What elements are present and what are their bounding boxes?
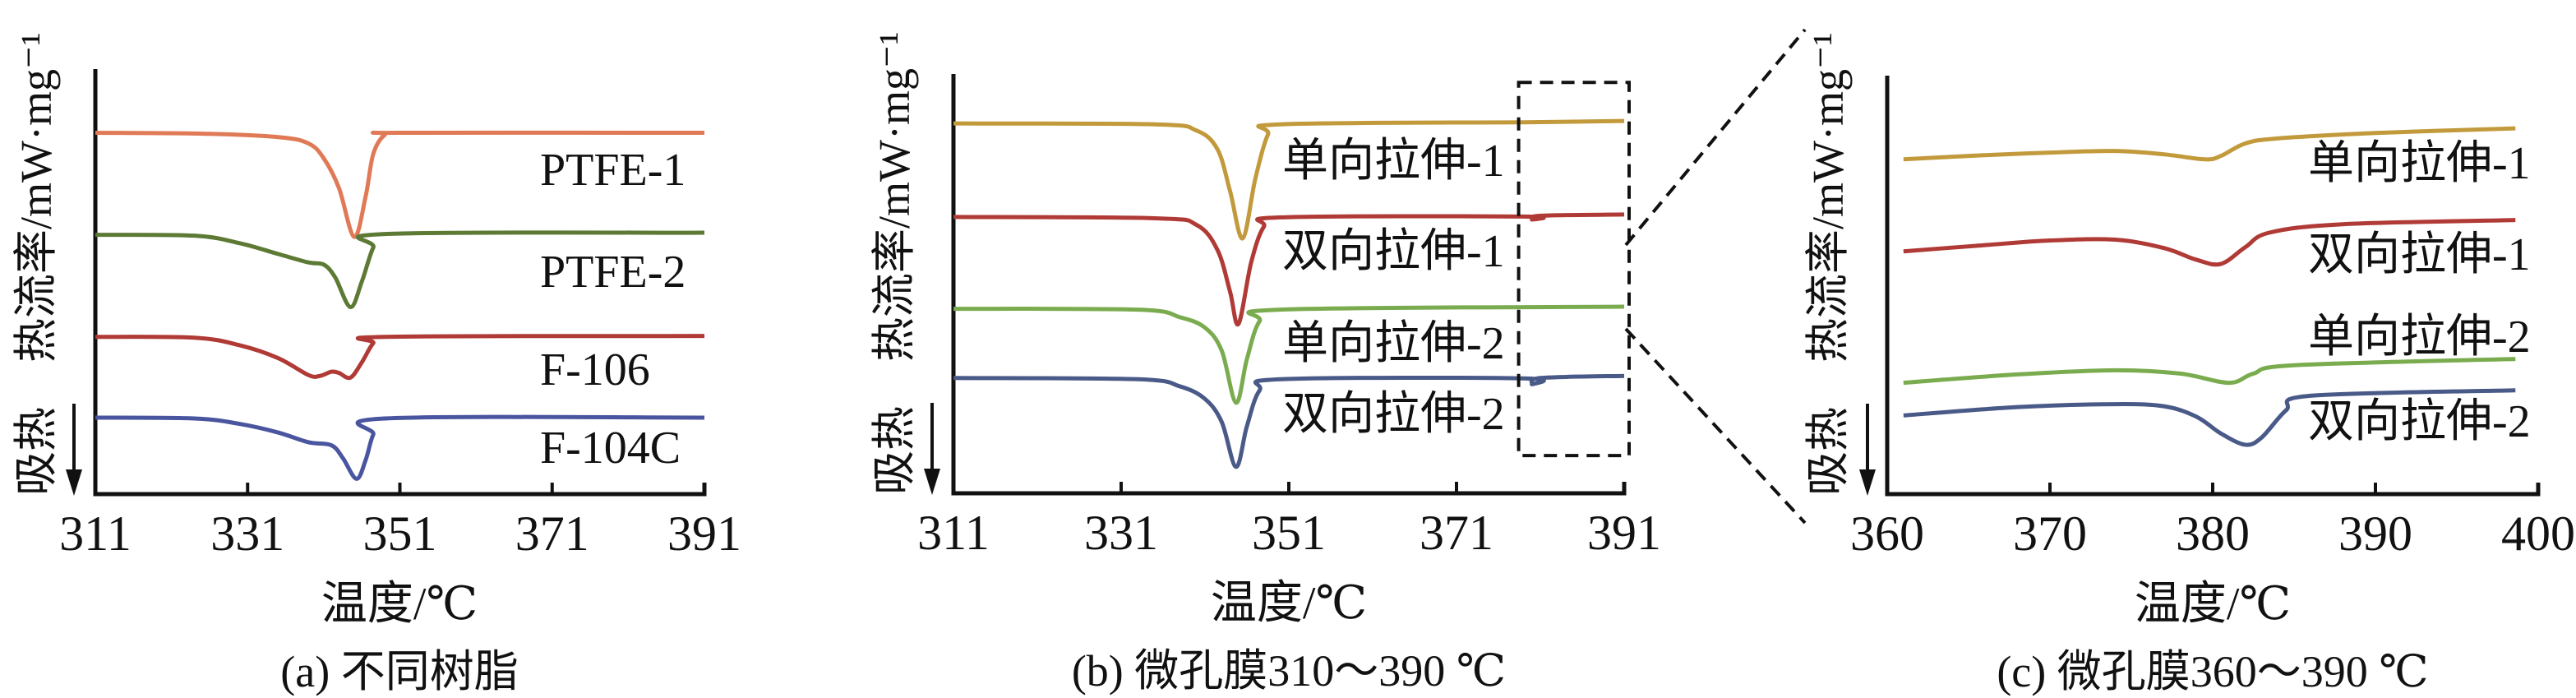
y-axis-title: 热流率/mW·mg⁻¹ [12,32,61,363]
series-label: 单向拉伸-2 [1282,318,1505,369]
x-tick-label: 311 [917,506,990,560]
series-line-1 [1903,126,2516,162]
series-label: 双向拉伸-2 [2308,396,2531,447]
down-arrow-icon [66,469,82,496]
endothermic-label: 吸热 [870,406,919,495]
x-tick-label: 351 [363,506,437,561]
x-tick-label: 371 [1420,506,1493,560]
series-label: F-104C [540,423,681,474]
series-label: PTFE-2 [540,247,686,298]
x-tick-label: 391 [1587,506,1661,560]
x-tick-label: 370 [2013,506,2087,561]
series-label: 双向拉伸-1 [1282,226,1505,277]
endothermic-label: 吸热 [1803,407,1853,496]
series-label: 单向拉伸-1 [1282,136,1505,187]
x-axis-title: 温度/℃ [321,579,478,630]
endothermic-label: 吸热 [12,407,61,496]
series-line-4 [1903,388,2516,447]
y-axis-title: 热流率/mW·mg⁻¹ [1803,32,1853,363]
down-arrow-icon [1859,469,1876,496]
x-tick-label: 351 [1252,506,1326,560]
series-line-4 [95,414,705,481]
series-line-3 [1903,357,2516,386]
x-tick-label: 390 [2338,506,2412,561]
panel-caption: (b) 微孔膜310～390 ℃ [1072,646,1506,696]
series-label: PTFE-1 [540,145,686,196]
x-tick-label: 371 [515,506,589,561]
panel-caption: (a) 不同树脂 [280,647,518,696]
x-tick-label: 400 [2501,506,2575,561]
series-label: F-106 [540,344,650,395]
panel-caption: (c) 微孔膜360～390 ℃ [1997,647,2428,696]
series-label: 双向拉伸-1 [2308,229,2531,280]
x-tick-label: 391 [667,506,741,561]
zoom-region-box [1517,81,1631,458]
series-label: 单向拉伸-1 [2308,138,2531,189]
x-tick-label: 360 [1850,506,1924,561]
panel-b: 311 331 351 371 391 温度/℃ (b) 微孔膜310～390 ℃ 热流率/m… [870,31,1661,696]
x-axis-title: 温度/℃ [1211,578,1367,629]
zoom-connector-upper [1624,28,1807,247]
zoom-connector-lower [1624,327,1807,525]
series-line-3 [953,304,1625,405]
series-line-1 [95,130,705,239]
panel-a: 311 331 351 371 391 温度/℃ (a) 不同树脂 热流率/mW·mg⁻¹ 吸热… [12,32,741,696]
x-axis-title: 温度/℃ [2135,579,2291,630]
series-line-3 [95,334,705,381]
series-label: 双向拉伸-2 [1282,389,1505,440]
y-axis-title: 热流率/mW·mg⁻¹ [870,31,919,362]
x-tick-label: 380 [2176,506,2250,561]
series-line-2 [1903,218,2516,267]
down-arrow-icon [924,469,940,495]
x-tick-label: 331 [1084,506,1158,560]
series-line-4 [953,373,1625,469]
series-line-2 [953,212,1625,327]
x-tick-label: 331 [210,506,284,561]
zoom-connector-lines [1624,28,1807,525]
series-line-1 [953,118,1625,241]
x-tick-label: 311 [59,506,132,561]
series-label: 单向拉伸-2 [2308,312,2531,363]
panel-c: 360 370 380 390 400 温度/℃ (c) 微孔膜360～390 ℃ 热流率/m… [1803,32,2575,696]
series-line-2 [95,230,705,309]
